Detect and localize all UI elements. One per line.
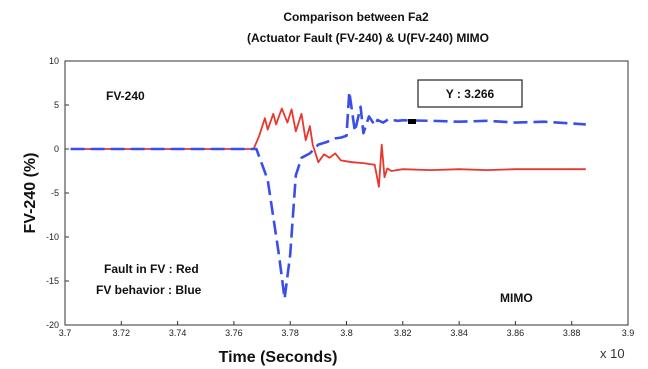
datatip-label: Y : 3.266 <box>446 87 495 101</box>
x-axis: 3.7 3.72 3.74 3.76 3.78 3.8 3.82 3.84 3.86 3.88 3.… <box>59 321 635 338</box>
chart-title-line2: (Actuator Fault (FV-240) & U(FV-240) MIM… <box>247 31 489 45</box>
chart-title-line1: Comparison between Fa2 <box>283 10 429 24</box>
y-axis-label: FV-240 (%) <box>22 153 39 234</box>
x-tick-label: 3.78 <box>281 328 299 338</box>
y-tick-label: 5 <box>54 100 59 110</box>
x-tick-label: 3.88 <box>563 328 581 338</box>
series-layer <box>70 90 586 300</box>
x-tick-label: 3.7 <box>59 328 72 338</box>
series-line-blue <box>70 90 586 300</box>
x-tick-label: 3.72 <box>113 328 131 338</box>
y-tick-label: 0 <box>54 144 59 154</box>
x-tick-label: 3.9 <box>622 328 635 338</box>
legend-red-text: Fault in FV : Red <box>104 262 199 276</box>
x-tick-label: 3.86 <box>507 328 525 338</box>
x-tick-label: 3.82 <box>394 328 412 338</box>
y-axis: 10 5 0 -5 -10 -15 -20 <box>46 56 69 330</box>
datatip-box <box>417 79 523 108</box>
series-line-red <box>70 107 586 188</box>
y-tick-label: -20 <box>46 320 59 330</box>
y-tick-label: -10 <box>46 232 59 242</box>
x-tick-label: 3.76 <box>225 328 243 338</box>
y-tick-label: 10 <box>49 56 59 66</box>
x-axis-label: Time (Seconds) <box>219 349 338 366</box>
x-tick-label: 3.74 <box>169 328 187 338</box>
y-tick-label: -5 <box>51 188 59 198</box>
datatip-marker <box>408 119 416 124</box>
y-tick-label: -15 <box>46 276 59 286</box>
annotation-fv240: FV-240 <box>106 89 145 103</box>
annotation-mimo: MIMO <box>500 291 533 305</box>
x-axis-multiplier: x 10 <box>600 346 625 361</box>
legend-blue-text: FV behavior : Blue <box>96 283 202 297</box>
x-tick-label: 3.8 <box>340 328 353 338</box>
x-tick-label: 3.84 <box>450 328 468 338</box>
